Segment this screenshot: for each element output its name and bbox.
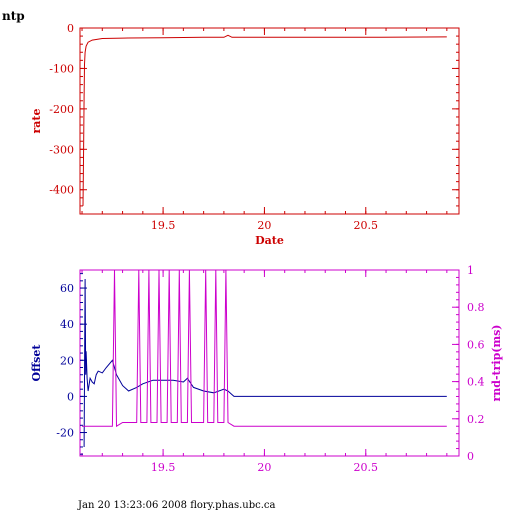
series-line-rnd-trip-ms- <box>82 270 447 428</box>
x-axis-label: Date <box>255 234 284 247</box>
y-right-axis-label: rnd-trip(ms) <box>490 324 503 401</box>
y-tick-label: -200 <box>49 103 74 116</box>
x-tick-label: 19.5 <box>151 219 176 232</box>
y-tick-label: -100 <box>49 62 74 75</box>
footer-timestamp: Jan 20 13:23:06 2008 flory.phas.ubc.ca <box>78 500 276 511</box>
y-right-tick-label: 0.8 <box>467 301 485 314</box>
page-title: ntp <box>2 9 25 23</box>
y-tick-label: -20 <box>56 427 74 440</box>
x-tick-label: 19.5 <box>151 461 176 474</box>
y-tick-label: 60 <box>60 282 74 295</box>
y-axis-label: Offset <box>30 344 43 382</box>
plot-frame <box>79 269 460 457</box>
y-tick-label: 0 <box>67 390 74 403</box>
x-tick-label: 20.5 <box>354 461 379 474</box>
y-tick-label: -400 <box>49 184 74 197</box>
series-line-offset <box>83 278 447 448</box>
y-tick-label: 0 <box>67 22 74 35</box>
y-axis-label: rate <box>30 108 43 133</box>
y-right-tick-label: 0.2 <box>467 413 485 426</box>
plot-frame <box>79 27 460 215</box>
y-tick-label: 20 <box>60 354 74 367</box>
offset-roundtrip-chart-panel: 19.5 20 20.5 -20 0 20 40 60 Offset 0 0.2 0.4 0.6 0.8 1… <box>30 264 503 474</box>
series-line-rate <box>82 34 447 206</box>
y-tick-label: 40 <box>60 318 74 331</box>
rate-chart-panel: 19.5 20 20.5 -400 -300 -200 -100 0 rate Date <box>30 22 460 247</box>
y-tick-label: -300 <box>49 143 74 156</box>
y-right-tick-label: 0.4 <box>467 376 485 389</box>
x-tick-label: 20 <box>257 219 271 232</box>
x-tick-label: 20.5 <box>354 219 379 232</box>
y-right-tick-label: 0.6 <box>467 338 485 351</box>
x-tick-label: 20 <box>257 461 271 474</box>
y-right-tick-label: 0 <box>467 450 474 463</box>
y-right-tick-label: 1 <box>467 264 474 277</box>
